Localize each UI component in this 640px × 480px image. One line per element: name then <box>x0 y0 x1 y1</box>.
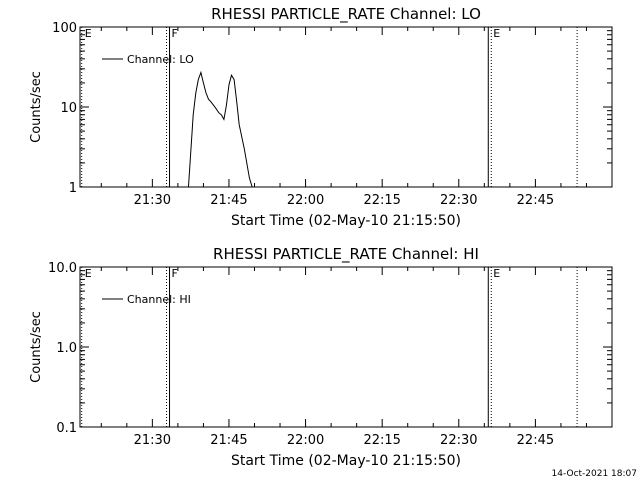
x-tick-label: 21:30 <box>134 433 171 448</box>
x-tick-label: 22:30 <box>440 433 477 448</box>
plot-frame <box>79 266 613 428</box>
x-tick-label: 22:45 <box>517 433 554 448</box>
plot-frame <box>79 26 613 188</box>
x-tick-label: 21:30 <box>134 193 171 208</box>
x-tick-label: 22:15 <box>363 193 400 208</box>
y-axis-label: Counts/sec <box>29 311 44 383</box>
y-tick-label: 1 <box>69 181 77 196</box>
y-tick-label: 100 <box>52 21 77 36</box>
x-tick-label: 22:15 <box>363 433 400 448</box>
y-tick-label: 0.1 <box>56 421 77 436</box>
series-line <box>187 70 253 187</box>
y-tick-label: 1.0 <box>56 341 77 356</box>
x-tick-label: 22:00 <box>287 433 324 448</box>
y-axis-label: Counts/sec <box>29 71 44 143</box>
x-tick-label: 22:45 <box>517 193 554 208</box>
x-axis-label: Start Time (02-May-10 21:15:50) <box>231 213 461 229</box>
marker-label: F <box>172 27 178 40</box>
marker-label: E <box>85 267 92 280</box>
x-axis-label: Start Time (02-May-10 21:15:50) <box>231 453 461 469</box>
chart-title: RHESSI PARTICLE_RATE Channel: HI <box>213 245 479 264</box>
footer-timestamp: 14-Oct-2021 18:07 <box>552 469 637 479</box>
y-tick-label: 10 <box>60 101 77 116</box>
legend-label: Channel: HI <box>127 293 191 306</box>
x-tick-label: 21:45 <box>210 193 247 208</box>
x-tick-label: 22:00 <box>287 193 324 208</box>
chart-title: RHESSI PARTICLE_RATE Channel: LO <box>211 5 481 24</box>
x-tick-label: 21:45 <box>210 433 247 448</box>
marker-label: E <box>493 267 500 280</box>
marker-label: E <box>85 27 92 40</box>
marker-label: F <box>172 267 178 280</box>
panel-hi: RHESSI PARTICLE_RATE Channel: HI Start Ti… <box>29 245 613 469</box>
marker-label: E <box>493 27 500 40</box>
panel-lo: RHESSI PARTICLE_RATE Channel: LO Start Ti… <box>29 5 613 229</box>
y-tick-label: 10.0 <box>48 261 77 276</box>
legend-label: Channel: LO <box>127 53 194 66</box>
x-tick-label: 22:30 <box>440 193 477 208</box>
